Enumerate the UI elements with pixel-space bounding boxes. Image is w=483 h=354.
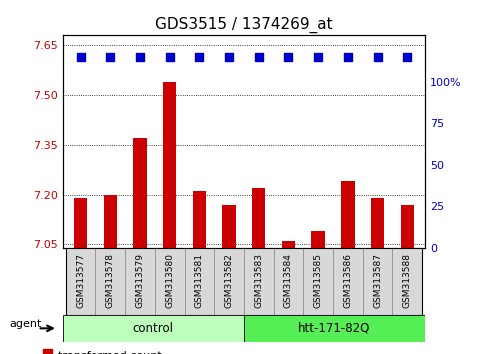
Text: GSM313578: GSM313578 [106, 253, 115, 308]
Point [255, 54, 263, 60]
Bar [155, 248, 185, 315]
Bar [104, 195, 117, 248]
Text: GSM313583: GSM313583 [254, 253, 263, 308]
Bar [222, 205, 236, 248]
Point [314, 54, 322, 60]
Bar [244, 248, 273, 315]
Bar [66, 248, 96, 315]
Bar [371, 198, 384, 248]
Bar [392, 248, 422, 315]
Point [284, 54, 292, 60]
Bar [252, 188, 266, 248]
Point [225, 54, 233, 60]
Point [166, 54, 173, 60]
Point [77, 54, 85, 60]
Bar [400, 205, 414, 248]
Point [374, 54, 382, 60]
Bar [193, 192, 206, 248]
Bar [133, 138, 147, 248]
Bar [303, 248, 333, 315]
Bar [163, 82, 176, 248]
Text: GSM313585: GSM313585 [313, 253, 323, 308]
Point [403, 54, 411, 60]
Bar [341, 182, 355, 248]
Text: GSM313584: GSM313584 [284, 253, 293, 308]
Text: transformed count: transformed count [57, 351, 161, 354]
Text: GSM313588: GSM313588 [403, 253, 412, 308]
Bar [244, 315, 425, 342]
Bar [96, 248, 125, 315]
Text: GSM313581: GSM313581 [195, 253, 204, 308]
Point [196, 54, 203, 60]
Text: GSM313580: GSM313580 [165, 253, 174, 308]
Text: GSM313577: GSM313577 [76, 253, 85, 308]
Point [136, 54, 144, 60]
Bar [63, 315, 244, 342]
Title: GDS3515 / 1374269_at: GDS3515 / 1374269_at [155, 16, 333, 33]
Bar [282, 241, 295, 248]
Text: agent: agent [10, 319, 42, 329]
Bar [74, 198, 87, 248]
Text: GSM313579: GSM313579 [136, 253, 144, 308]
Bar [125, 248, 155, 315]
Text: GSM313582: GSM313582 [225, 253, 234, 308]
Bar [214, 248, 244, 315]
Bar [185, 248, 214, 315]
Text: GSM313587: GSM313587 [373, 253, 382, 308]
Bar [273, 248, 303, 315]
Point [106, 54, 114, 60]
Bar [333, 248, 363, 315]
Point [344, 54, 352, 60]
Text: htt-171-82Q: htt-171-82Q [298, 322, 370, 335]
Bar [312, 231, 325, 248]
Text: control: control [133, 322, 174, 335]
Text: GSM313586: GSM313586 [343, 253, 352, 308]
Bar [363, 248, 392, 315]
Bar [43, 349, 52, 354]
